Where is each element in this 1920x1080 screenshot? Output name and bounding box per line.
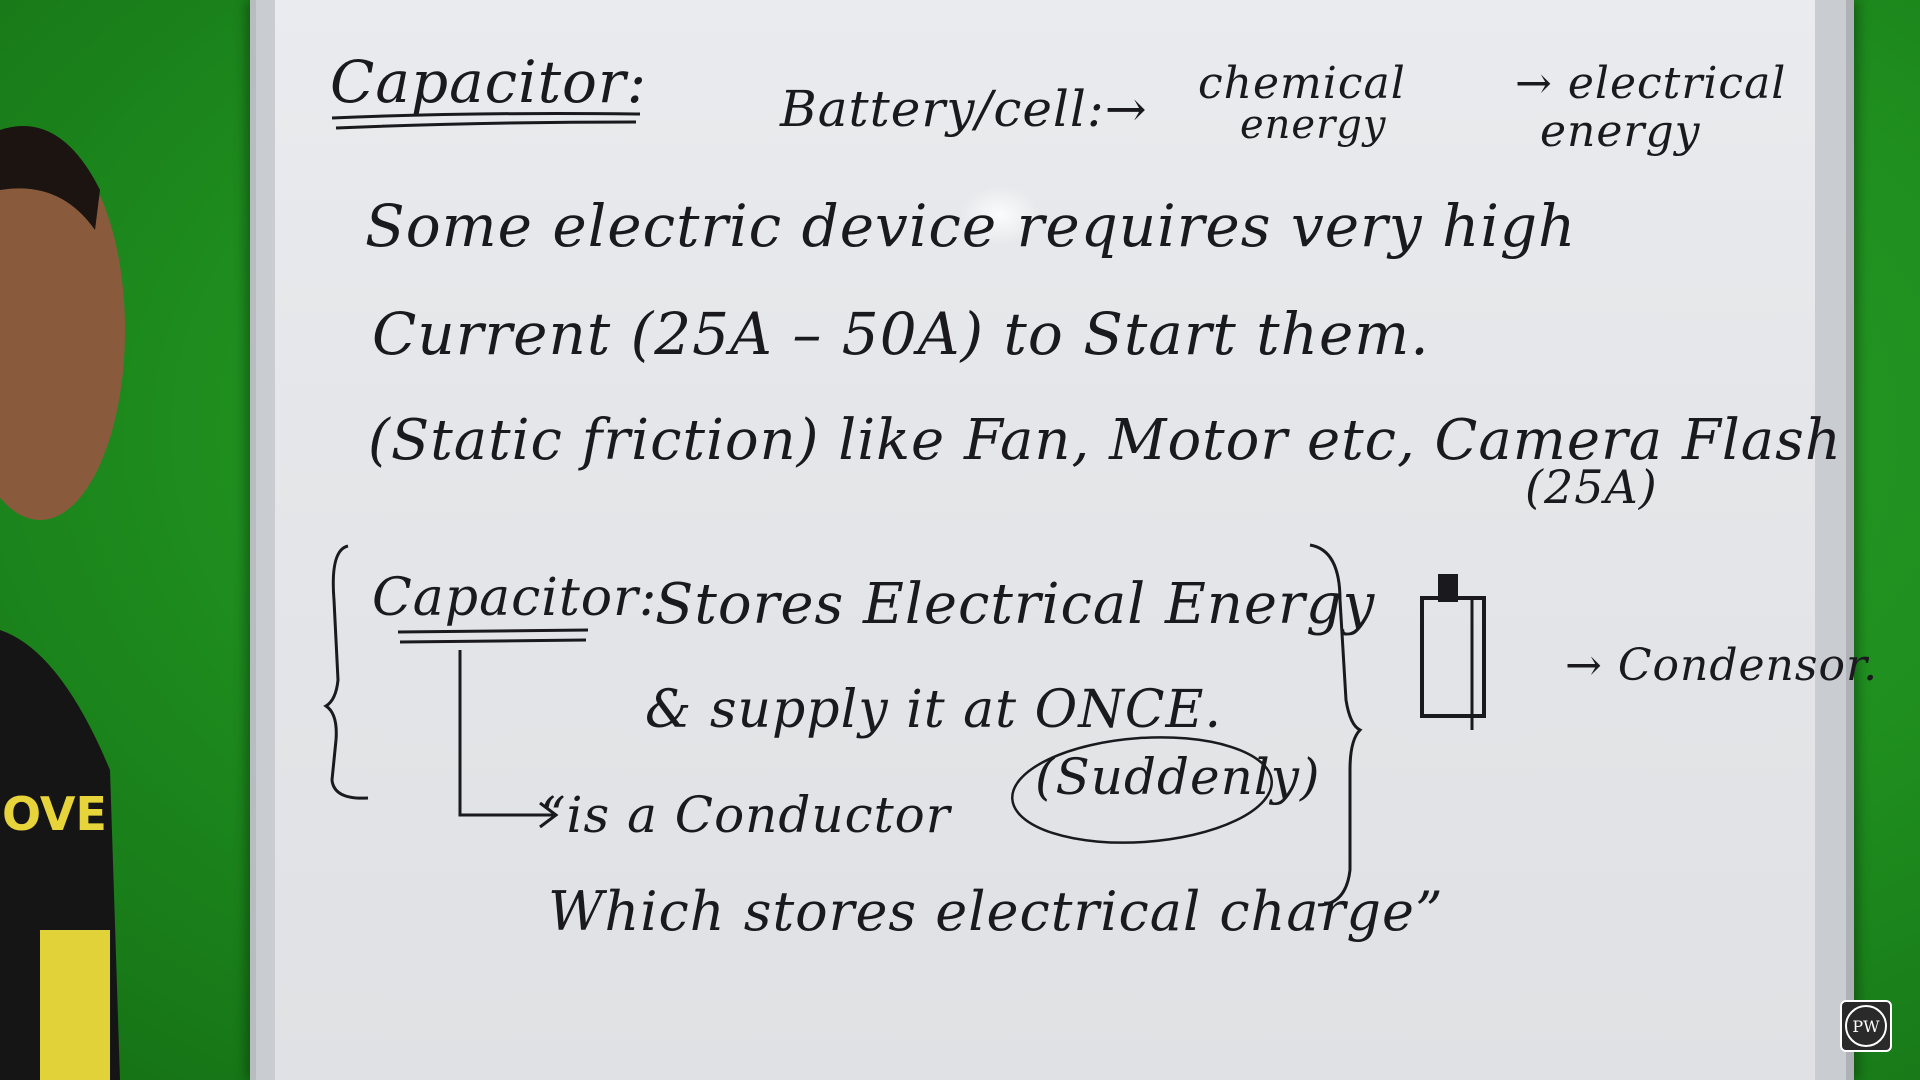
stores-charge-text: Which stores electrical charge” [548,880,1444,943]
heading-capacitor: Capacitor: [330,48,648,116]
battery-cell-label: Battery/cell:→ [780,80,1148,138]
note-line-1: Some electric device requires very high [365,192,1577,260]
electrical-word: → electrical [1515,58,1787,109]
condensor-label: → Condensor. [1565,640,1879,691]
supply-at-once-text: & supply it at ONCE. [645,680,1222,740]
suddenly-text: (Suddenly) [1035,748,1321,806]
whiteboard [275,0,1815,1080]
chemical-word: chemical [1198,58,1406,109]
pw-logo-mark: PW [1845,1005,1887,1047]
light-glare [960,185,1040,245]
chemical-energy-word: energy [1240,102,1387,148]
stores-energy-text: Stores Electrical Energy [655,572,1376,637]
svg-text:OVE: OVE [2,787,107,841]
electrical-energy-word: energy [1540,106,1701,157]
pw-logo: PW [1840,1000,1892,1052]
conductor-text: “is a Conductor [540,786,951,844]
note-line-3: (Static friction) like Fan, Motor etc, C… [368,408,1842,473]
note-line-2: Current (25A – 50A) to Start them. [372,300,1430,368]
capacitor-definition-label: Capacitor: [372,568,658,628]
camera-flash-current: (25A) [1525,460,1658,514]
teacher-figure: OVE [0,126,125,1080]
